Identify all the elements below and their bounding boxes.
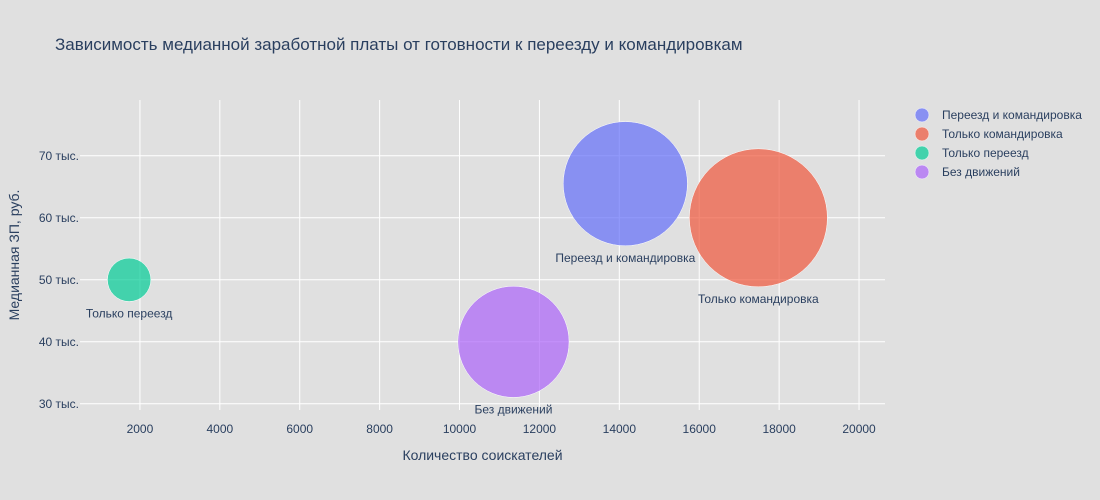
bubble-label: Переезд и командировка [555, 251, 695, 265]
y-tick-label: 30 тыс. [39, 397, 79, 411]
x-tick-label: 16000 [683, 422, 717, 436]
x-tick-label: 20000 [842, 422, 876, 436]
x-tick-label: 4000 [206, 422, 233, 436]
x-tick-label: 6000 [286, 422, 313, 436]
bubble-point[interactable] [107, 257, 152, 302]
legend-marker[interactable] [914, 145, 930, 161]
y-tick-label: 40 тыс. [39, 335, 79, 349]
bubble-point[interactable] [457, 285, 570, 398]
y-tick-label: 60 тыс. [39, 211, 79, 225]
x-axis-title: Количество соискателей [402, 447, 562, 463]
bubble-label: Только командировка [698, 292, 819, 306]
bubble-point[interactable] [562, 121, 688, 247]
label-layer: Переезд и командировка Только командировк… [86, 251, 819, 417]
legend-entry-label[interactable]: Без движений [942, 165, 1020, 179]
legend-marker[interactable] [914, 164, 930, 180]
axis-layer: 2000 4000 6000 8000 10000 12000 14000 16000 1800… [6, 149, 876, 463]
legend-entry-label[interactable]: Только командировка [942, 127, 1063, 141]
chart-title: Зависимость медианной заработной платы о… [55, 35, 743, 54]
x-tick-label: 14000 [603, 422, 637, 436]
x-tick-label: 12000 [523, 422, 557, 436]
bubble-point[interactable] [689, 148, 828, 288]
legend-entry-label[interactable]: Переезд и командировка [942, 108, 1082, 122]
bubble-label: Только переезд [86, 307, 173, 321]
y-tick-label: 70 тыс. [39, 149, 79, 163]
legend: Переезд и командировка Только командировк… [914, 107, 1082, 180]
legend-marker[interactable] [914, 126, 930, 142]
x-tick-label: 10000 [443, 422, 477, 436]
legend-entry-label[interactable]: Только переезд [942, 146, 1029, 160]
x-tick-label: 2000 [127, 422, 154, 436]
bubble-layer [107, 121, 828, 398]
x-tick-label: 8000 [366, 422, 393, 436]
bubble-label: Без движений [474, 402, 552, 416]
x-tick-label: 18000 [762, 422, 796, 436]
legend-marker[interactable] [914, 107, 930, 123]
y-tick-label: 50 тыс. [39, 273, 79, 287]
y-axis-title: Медианная ЗП, руб. [6, 190, 22, 321]
